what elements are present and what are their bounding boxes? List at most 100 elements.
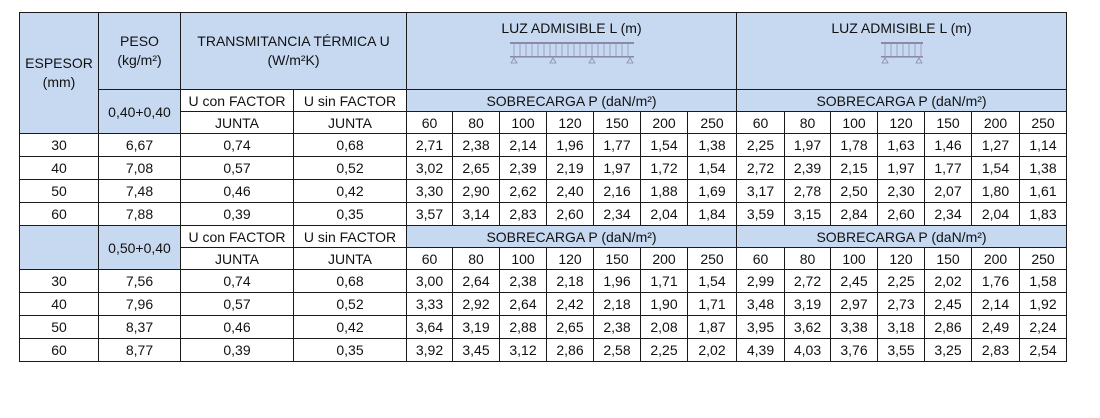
table-row: 40 7,08 0,57 0,52 3,02 2,65 2,39 2,19 1,97 1,72 1,… xyxy=(19,156,1067,180)
luz-single-span-value: 1,78 xyxy=(830,133,878,157)
luz-single-span-value: 2,04 xyxy=(971,202,1020,226)
u-con-value: 0,46 xyxy=(180,315,294,339)
load-column-header: 60 xyxy=(406,247,453,270)
table-row: 60 8,77 0,39 0,35 3,92 3,45 3,12 2,86 2,58 2,25 2,… xyxy=(19,338,1067,362)
luz-multi-span-value: 1,69 xyxy=(687,179,737,203)
luz-multi-span-value: 1,72 xyxy=(640,156,688,180)
load-column-header: 150 xyxy=(924,111,972,134)
luz-single-span-value: 3,76 xyxy=(830,338,878,362)
espesor-header-blank xyxy=(19,225,99,270)
luz-single-span-value: 2,60 xyxy=(877,202,925,226)
u-con-factor-junta: JUNTA xyxy=(180,247,294,270)
u-sin-value: 0,35 xyxy=(293,202,407,226)
espesor-value: 40 xyxy=(19,292,99,316)
luz-multi-span-value: 3,19 xyxy=(452,315,500,339)
luz-single-span-value: 4,39 xyxy=(736,338,785,362)
peso-value: 8,77 xyxy=(98,338,181,362)
luz-multi-span-value: 3,45 xyxy=(452,338,500,362)
luz-single-span-value: 2,73 xyxy=(877,292,925,316)
span-table: ESPESOR (mm) PESO (kg/m²) TRANSMITANCIA … xyxy=(19,12,1067,362)
luz-multi-span-value: 3,00 xyxy=(406,269,453,293)
luz-multi-span-value: 1,84 xyxy=(687,202,737,226)
u-sin-factor-label: U sin FACTOR xyxy=(293,89,407,112)
luz-multi-span-value: 2,25 xyxy=(640,338,688,362)
luz-admisible-header-single-span: LUZ ADMISIBLE L (m) xyxy=(736,12,1067,90)
load-column-header: 250 xyxy=(1019,247,1067,270)
luz-multi-span-value: 2,71 xyxy=(406,133,453,157)
single-span-beam-icon xyxy=(880,42,923,64)
luz-single-span-value: 3,59 xyxy=(736,202,785,226)
peso-value: 8,37 xyxy=(98,315,181,339)
luz-single-span-value: 2,72 xyxy=(784,269,831,293)
luz-admisible-title: LUZ ADMISIBLE L (m) xyxy=(831,20,972,36)
table-row: 30 7,56 0,74 0,68 3,00 2,64 2,38 2,18 1,96 1,71 1,… xyxy=(19,269,1067,293)
luz-multi-span-value: 1,96 xyxy=(593,269,641,293)
multi-span-beam-icon xyxy=(509,42,634,64)
u-sin-value: 0,35 xyxy=(293,338,407,362)
luz-multi-span-value: 3,57 xyxy=(406,202,453,226)
peso-value: 7,96 xyxy=(98,292,181,316)
load-column-header: 120 xyxy=(546,247,594,270)
luz-multi-span-value: 1,87 xyxy=(687,315,737,339)
luz-single-span-value: 1,58 xyxy=(1019,269,1067,293)
luz-single-span-value: 1,46 xyxy=(924,133,972,157)
luz-single-span-value: 1,80 xyxy=(971,179,1020,203)
luz-multi-span-value: 2,18 xyxy=(546,269,594,293)
sobrecarga-header: SOBRECARGA P (daN/m²) xyxy=(406,89,737,112)
luz-admisible-header-multi-span: LUZ ADMISIBLE L (m) xyxy=(406,12,737,90)
u-sin-value: 0,42 xyxy=(293,315,407,339)
luz-single-span-value: 3,19 xyxy=(784,292,831,316)
table-row: 40 7,96 0,57 0,52 3,33 2,92 2,64 2,42 2,18 1,90 1,… xyxy=(19,292,1067,316)
luz-multi-span-value: 2,19 xyxy=(546,156,594,180)
luz-multi-span-value: 2,02 xyxy=(687,338,737,362)
luz-single-span-value: 1,14 xyxy=(1019,133,1067,157)
luz-single-span-value: 2,84 xyxy=(830,202,878,226)
luz-multi-span-value: 3,33 xyxy=(406,292,453,316)
u-con-value: 0,46 xyxy=(180,179,294,203)
luz-single-span-value: 2,50 xyxy=(830,179,878,203)
u-con-value: 0,57 xyxy=(180,156,294,180)
load-column-header: 80 xyxy=(452,247,500,270)
luz-single-span-value: 2,25 xyxy=(877,269,925,293)
sobrecarga-header: SOBRECARGA P (daN/m²) xyxy=(406,225,737,248)
peso-value: 7,08 xyxy=(98,156,181,180)
luz-multi-span-value: 1,97 xyxy=(593,156,641,180)
luz-multi-span-value: 1,71 xyxy=(687,292,737,316)
u-sin-value: 0,68 xyxy=(293,133,407,157)
luz-multi-span-value: 2,18 xyxy=(593,292,641,316)
luz-single-span-value: 3,17 xyxy=(736,179,785,203)
luz-multi-span-value: 1,71 xyxy=(640,269,688,293)
luz-multi-span-value: 3,30 xyxy=(406,179,453,203)
luz-multi-span-value: 3,02 xyxy=(406,156,453,180)
luz-multi-span-value: 2,38 xyxy=(452,133,500,157)
luz-multi-span-value: 1,38 xyxy=(687,133,737,157)
luz-multi-span-value: 2,86 xyxy=(546,338,594,362)
luz-admisible-title: LUZ ADMISIBLE L (m) xyxy=(501,20,642,36)
load-column-header: 200 xyxy=(971,247,1020,270)
luz-multi-span-value: 1,54 xyxy=(687,156,737,180)
u-sin-factor-junta: JUNTA xyxy=(293,111,407,134)
luz-multi-span-value: 2,92 xyxy=(452,292,500,316)
espesor-header: ESPESOR (mm) xyxy=(19,12,99,134)
luz-single-span-value: 2,30 xyxy=(877,179,925,203)
luz-multi-span-value: 2,38 xyxy=(593,315,641,339)
luz-single-span-value: 2,34 xyxy=(924,202,972,226)
peso-label: 0,40+0,40 xyxy=(98,89,181,134)
load-column-header: 200 xyxy=(640,111,688,134)
u-sin-factor-junta: JUNTA xyxy=(293,247,407,270)
peso-header: PESO (kg/m²) xyxy=(98,12,181,90)
load-column-header: 250 xyxy=(687,111,737,134)
u-sin-value: 0,52 xyxy=(293,292,407,316)
u-con-value: 0,74 xyxy=(180,269,294,293)
luz-single-span-value: 2,07 xyxy=(924,179,972,203)
u-con-value: 0,39 xyxy=(180,202,294,226)
peso-label: 0,50+0,40 xyxy=(98,225,181,270)
luz-multi-span-value: 2,38 xyxy=(499,269,547,293)
luz-single-span-value: 3,18 xyxy=(877,315,925,339)
luz-multi-span-value: 3,12 xyxy=(499,338,547,362)
luz-multi-span-value: 2,64 xyxy=(452,269,500,293)
luz-single-span-value: 2,15 xyxy=(830,156,878,180)
load-column-header: 250 xyxy=(1019,111,1067,134)
luz-single-span-value: 2,25 xyxy=(736,133,785,157)
espesor-value: 60 xyxy=(19,202,99,226)
